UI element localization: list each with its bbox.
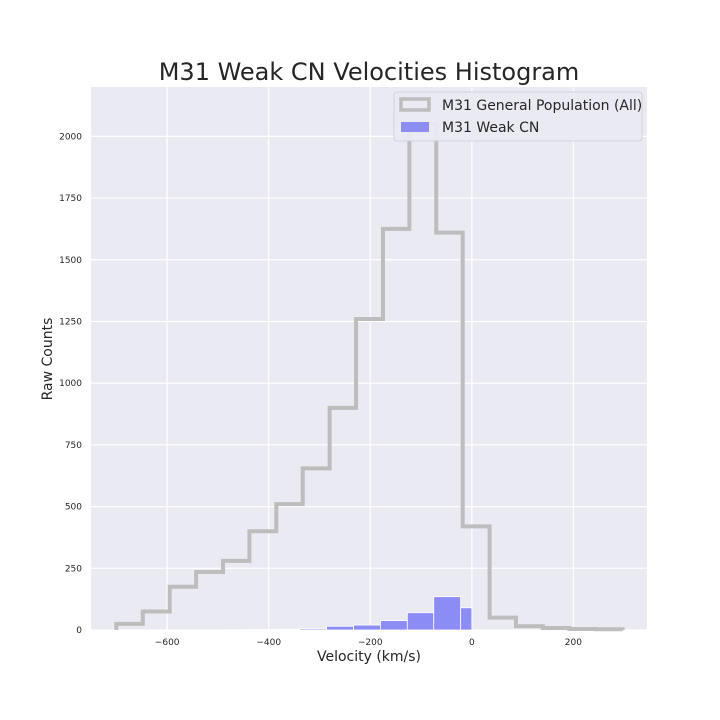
- y-axis-label: Raw Counts: [40, 318, 56, 401]
- y-tick-label-7: 1750: [59, 194, 82, 204]
- y-tick-label-0: 0: [76, 626, 82, 636]
- y-tick-label-3: 750: [65, 441, 82, 451]
- grid: [91, 87, 647, 631]
- weak-cn-bar-5: [326, 625, 354, 631]
- y-tick-label-8: 2000: [59, 132, 82, 142]
- legend-label-general-population: M31 General Population (All): [442, 98, 642, 114]
- legend-swatch-general-population: [399, 97, 431, 112]
- y-tick-label-2: 500: [65, 503, 82, 513]
- y-tick-label-6: 1500: [59, 256, 82, 266]
- legend-swatch-weak-cn: [401, 122, 429, 132]
- legend-box: [393, 91, 643, 142]
- x-axis-label: Velocity (km/s): [317, 649, 421, 665]
- chart-title: M31 Weak CN Velocities Histogram: [159, 58, 580, 86]
- legend-label-weak-cn: M31 Weak CN: [442, 120, 539, 136]
- weak-cn-bars: [219, 596, 473, 631]
- plot-area: [91, 87, 647, 630]
- legend: M31 General Population (All) M31 Weak CN: [393, 91, 643, 142]
- y-tick-label-5: 1250: [59, 317, 82, 327]
- x-tick-label-3: 0: [469, 638, 475, 648]
- x-tick-label-2: −200: [358, 638, 383, 648]
- y-tick-labels: 0 250 500 750 1000 1250 1500 1750 2000: [59, 132, 82, 636]
- x-tick-labels: −600 −400 −200 0 200: [155, 638, 582, 648]
- weak-cn-bar-6: [353, 624, 381, 631]
- x-tick-label-1: −400: [256, 638, 281, 648]
- weak-cn-bar-7: [380, 620, 408, 631]
- x-tick-label-4: 200: [565, 638, 582, 648]
- general-population-step-line: [114, 122, 625, 632]
- weak-cn-bar-9: [433, 596, 462, 631]
- weak-cn-bar-10: [460, 607, 473, 631]
- x-tick-label-0: −600: [155, 638, 180, 648]
- weak-cn-bar-8: [406, 612, 435, 631]
- general-population-step: [114, 122, 625, 632]
- y-tick-label-1: 250: [65, 564, 82, 574]
- weak-cn-bar-3: [272, 628, 301, 631]
- weak-cn-bar-4: [299, 628, 328, 631]
- y-tick-label-4: 1000: [59, 379, 82, 389]
